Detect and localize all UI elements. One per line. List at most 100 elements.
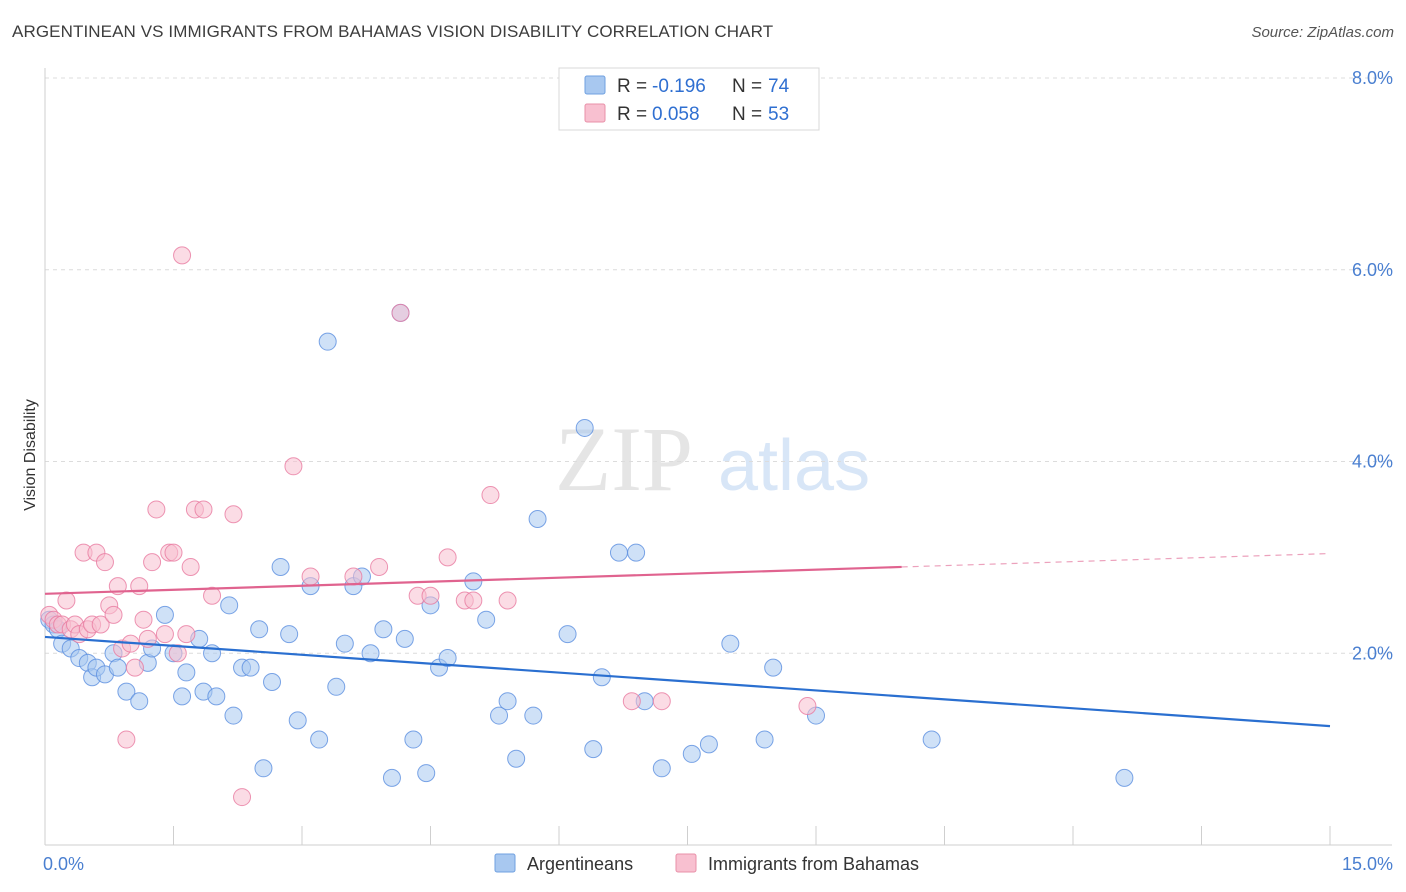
point-s0-33	[288, 711, 307, 730]
point-s1-26	[155, 625, 174, 644]
points-layer	[40, 246, 1134, 807]
point-s0-42	[374, 620, 393, 639]
legend-n-value-0: 74	[768, 76, 790, 97]
point-s1-40	[344, 567, 363, 586]
legend-n-label-0: N =	[732, 76, 762, 97]
legend-bottom-label-argentineans: Argentineans	[527, 854, 633, 874]
point-s1-38	[284, 457, 303, 476]
point-s0-61	[592, 668, 611, 687]
legend-bottom: Argentineans Immigrants from Bahamas	[494, 853, 919, 874]
point-s1-20	[125, 658, 144, 677]
legend-swatch-bahamas	[584, 103, 606, 123]
point-s0-72	[922, 730, 941, 749]
point-s0-46	[404, 730, 423, 749]
point-s0-73	[1115, 768, 1134, 787]
point-s0-29	[254, 759, 273, 778]
point-s0-37	[327, 677, 346, 696]
point-s0-27	[241, 658, 260, 677]
legend-swatch-argentineans	[584, 75, 606, 95]
point-s1-52	[798, 696, 817, 715]
point-s1-44	[421, 586, 440, 605]
point-s1-37	[233, 788, 252, 807]
legend-n-label-1: N =	[732, 104, 762, 125]
point-s0-53	[490, 706, 509, 725]
point-s0-24	[220, 596, 239, 615]
point-s0-19	[177, 663, 196, 682]
point-s0-13	[130, 692, 149, 711]
trend-line-0	[44, 635, 1331, 728]
point-s0-50	[438, 649, 457, 668]
point-s1-31	[177, 625, 196, 644]
point-s0-62	[609, 543, 628, 562]
legend-top: R = -0.196 N = 74 R = 0.058 N = 53	[558, 67, 820, 131]
point-s0-65	[652, 759, 671, 778]
point-s0-57	[528, 510, 547, 529]
point-s0-30	[263, 673, 282, 692]
point-s1-22	[134, 610, 153, 629]
point-s1-30	[173, 246, 192, 265]
point-s0-38	[335, 634, 354, 653]
point-s0-16	[155, 605, 174, 624]
point-s0-58	[558, 625, 577, 644]
x-tick-label-0: 0.0%	[43, 854, 84, 874]
point-s0-55	[507, 749, 526, 768]
x-tick-label-1: 15.0%	[1342, 854, 1393, 874]
y-tick-label-1: 4.0%	[1352, 452, 1393, 472]
gridlines	[45, 77, 1392, 654]
legend-r-value-1: 0.058	[652, 104, 700, 125]
legend-n-value-1: 53	[768, 104, 789, 125]
y-tick-label-0: 2.0%	[1352, 643, 1393, 663]
point-s0-66	[682, 744, 701, 763]
point-s1-18	[117, 730, 136, 749]
point-s0-67	[699, 735, 718, 754]
legend-bottom-swatch-argentineans	[494, 853, 516, 873]
point-s1-48	[481, 486, 500, 505]
point-s1-13	[95, 553, 114, 572]
point-s0-54	[498, 692, 517, 711]
point-s1-36	[224, 505, 243, 524]
point-s0-18	[173, 687, 192, 706]
legend-bottom-label-bahamas: Immigrants from Bahamas	[708, 854, 919, 874]
trend-line-1	[44, 565, 902, 595]
point-s1-4	[57, 591, 76, 610]
point-s0-12	[117, 682, 136, 701]
point-s1-51	[652, 692, 671, 711]
point-s1-12	[91, 615, 110, 634]
point-s0-23	[207, 687, 226, 706]
legend-r-label-1: R =	[617, 104, 647, 125]
point-s0-60	[584, 740, 603, 759]
trend-lines	[44, 552, 1331, 728]
point-s1-28	[164, 543, 183, 562]
point-s0-43	[382, 768, 401, 787]
axes	[44, 68, 1392, 846]
point-s1-34	[194, 500, 213, 519]
tick-labels: 2.0% 4.0% 6.0% 8.0% 0.0% 15.0%	[43, 68, 1393, 874]
point-s0-25	[224, 706, 243, 725]
legend-bottom-swatch-bahamas	[675, 853, 697, 873]
point-s1-25	[147, 500, 166, 519]
point-s0-45	[395, 629, 414, 648]
point-s0-52	[477, 610, 496, 629]
trend-line-extension-1	[901, 552, 1331, 568]
y-tick-label-3: 8.0%	[1352, 68, 1393, 88]
point-s1-49	[498, 591, 517, 610]
point-s0-63	[627, 543, 646, 562]
point-s0-36	[318, 332, 337, 351]
point-s0-70	[764, 658, 783, 677]
point-s1-32	[181, 557, 200, 576]
legend-r-label-0: R =	[617, 76, 647, 97]
point-s0-35	[310, 730, 329, 749]
point-s1-41	[370, 557, 389, 576]
source-label: Source: ZipAtlas.com	[1251, 24, 1394, 41]
point-s0-59	[575, 418, 594, 437]
point-s1-50	[622, 692, 641, 711]
point-s1-47	[464, 591, 483, 610]
point-s1-24	[143, 553, 162, 572]
point-s1-42	[391, 303, 410, 322]
point-s1-29	[168, 644, 187, 663]
watermark-atlas: atlas	[718, 426, 870, 506]
y-axis-label: Vision Disability	[22, 399, 39, 511]
point-s1-35	[203, 586, 222, 605]
point-s0-69	[755, 730, 774, 749]
point-s0-47	[417, 764, 436, 783]
